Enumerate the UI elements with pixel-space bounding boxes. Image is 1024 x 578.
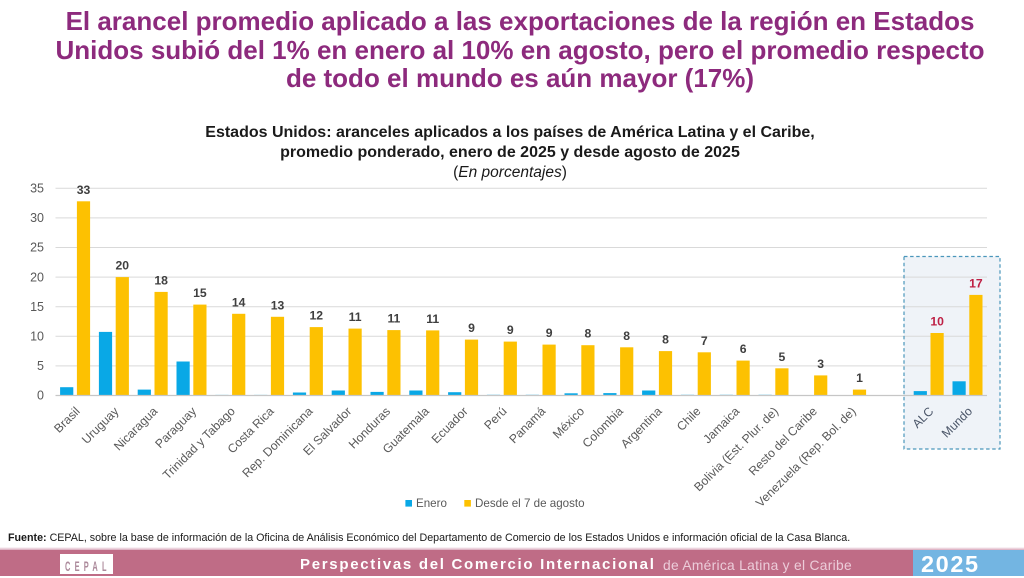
svg-text:Desde el 7 de agosto: Desde el 7 de agosto bbox=[475, 497, 585, 510]
svg-text:9: 9 bbox=[546, 326, 553, 340]
svg-text:Panamá: Panamá bbox=[506, 404, 548, 446]
svg-text:20: 20 bbox=[30, 270, 44, 284]
svg-text:5: 5 bbox=[37, 359, 44, 373]
svg-text:7: 7 bbox=[701, 334, 708, 348]
svg-text:35: 35 bbox=[30, 182, 44, 196]
svg-text:11: 11 bbox=[387, 312, 400, 326]
svg-text:Ecuador: Ecuador bbox=[429, 404, 471, 446]
svg-text:Brasil: Brasil bbox=[51, 404, 82, 435]
svg-text:17: 17 bbox=[969, 276, 983, 290]
svg-text:15: 15 bbox=[193, 286, 207, 300]
svg-text:10: 10 bbox=[930, 315, 944, 329]
svg-text:3: 3 bbox=[817, 357, 824, 371]
svg-text:11: 11 bbox=[426, 312, 439, 326]
svg-text:Trinidad y Tabago: Trinidad y Tabago bbox=[160, 404, 238, 482]
svg-text:Enero: Enero bbox=[416, 497, 447, 510]
svg-text:18: 18 bbox=[154, 273, 168, 287]
svg-text:33: 33 bbox=[77, 183, 91, 197]
svg-text:Chile: Chile bbox=[674, 404, 704, 434]
svg-text:10: 10 bbox=[30, 330, 44, 344]
svg-text:0: 0 bbox=[37, 389, 44, 403]
svg-text:8: 8 bbox=[623, 329, 630, 343]
svg-text:6: 6 bbox=[740, 342, 747, 356]
svg-text:14: 14 bbox=[232, 295, 246, 309]
svg-text:Resto del Caribe: Resto del Caribe bbox=[746, 404, 820, 478]
svg-text:15: 15 bbox=[30, 300, 44, 314]
svg-text:5: 5 bbox=[779, 350, 786, 364]
svg-text:11: 11 bbox=[349, 310, 362, 324]
svg-text:13: 13 bbox=[271, 298, 285, 312]
svg-text:1: 1 bbox=[856, 371, 863, 385]
svg-text:Rep. Dominicana: Rep. Dominicana bbox=[240, 404, 316, 480]
svg-text:Perú: Perú bbox=[481, 404, 509, 432]
svg-text:Argentina: Argentina bbox=[618, 404, 665, 451]
svg-text:8: 8 bbox=[585, 327, 592, 341]
svg-text:20: 20 bbox=[116, 259, 130, 273]
svg-text:30: 30 bbox=[30, 211, 44, 225]
svg-text:25: 25 bbox=[30, 241, 44, 255]
svg-text:8: 8 bbox=[662, 333, 669, 347]
svg-text:9: 9 bbox=[468, 321, 475, 335]
svg-text:9: 9 bbox=[507, 323, 514, 337]
svg-text:México: México bbox=[550, 404, 587, 441]
svg-text:12: 12 bbox=[310, 309, 324, 323]
